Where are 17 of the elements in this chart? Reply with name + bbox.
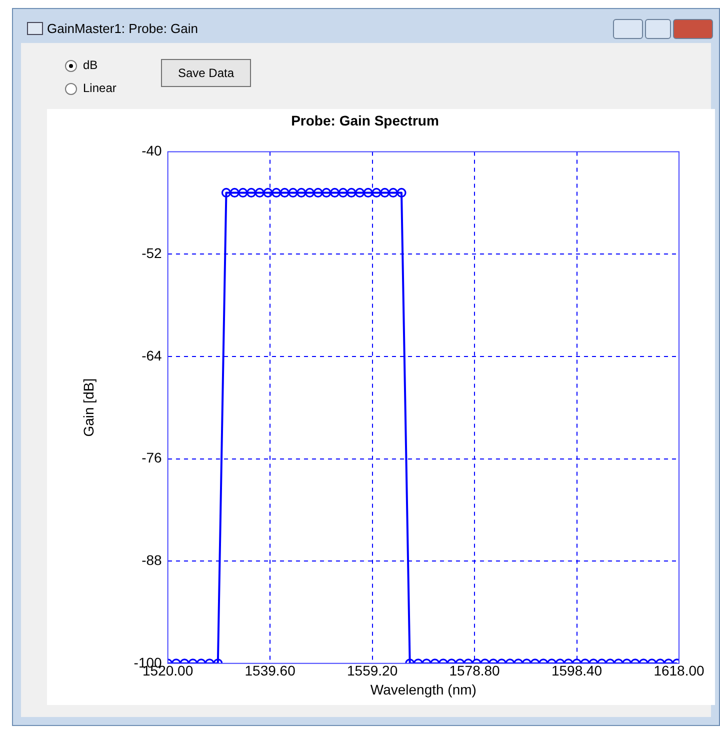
y-tick-label: -64: [142, 347, 162, 364]
x-axis-title: Wavelength (nm): [370, 681, 476, 698]
x-tick-label: 1539.60: [244, 662, 296, 679]
x-tick-label: 1598.40: [551, 662, 602, 679]
text: Linear: [83, 81, 116, 95]
text: Save Data: [161, 59, 251, 87]
x-tick-label: 1618.00: [654, 662, 705, 679]
text: GainMaster1: Probe: Gain: [47, 21, 198, 36]
y-axis-title: Gain [dB]: [80, 378, 96, 437]
chart-title: Probe: Gain Spectrum: [291, 112, 439, 128]
y-tick-label: -52: [142, 244, 162, 261]
y-tick-label: -76: [142, 450, 162, 466]
y-tick-label: -88: [142, 552, 162, 568]
y-tick-label: -40: [142, 142, 162, 159]
x-tick-label: 1578.80: [449, 662, 500, 679]
x-tick-label: 1559.20: [346, 662, 398, 679]
text: dB: [83, 58, 98, 72]
